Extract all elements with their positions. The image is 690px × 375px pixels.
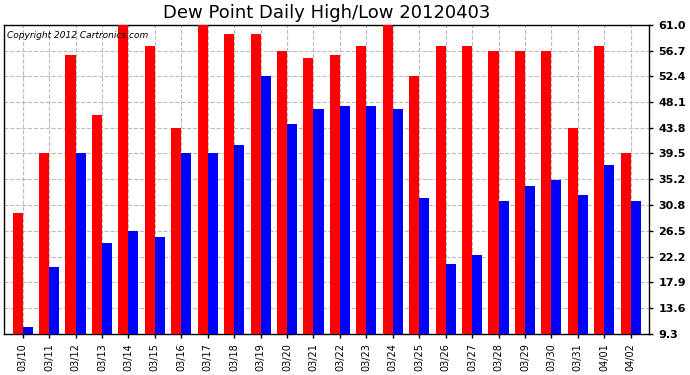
Bar — [393, 109, 403, 334]
Bar — [66, 55, 75, 334]
Bar — [356, 46, 366, 334]
Bar — [23, 327, 32, 334]
Bar — [92, 115, 102, 334]
Bar — [12, 213, 23, 334]
Bar — [620, 153, 631, 334]
Bar — [155, 237, 165, 334]
Bar — [171, 128, 181, 334]
Bar — [75, 153, 86, 334]
Bar — [631, 201, 641, 334]
Bar — [542, 51, 551, 334]
Bar — [489, 51, 498, 334]
Bar — [49, 267, 59, 334]
Bar — [261, 76, 270, 334]
Bar — [594, 46, 604, 334]
Title: Dew Point Daily High/Low 20120403: Dew Point Daily High/Low 20120403 — [163, 4, 491, 22]
Text: Copyright 2012 Cartronics.com: Copyright 2012 Cartronics.com — [8, 31, 148, 40]
Bar — [568, 128, 578, 334]
Bar — [102, 243, 112, 334]
Bar — [313, 109, 324, 334]
Bar — [578, 195, 588, 334]
Bar — [446, 264, 455, 334]
Bar — [472, 255, 482, 334]
Bar — [224, 34, 234, 334]
Bar — [277, 51, 287, 334]
Bar — [515, 51, 525, 334]
Bar — [420, 198, 429, 334]
Bar — [435, 46, 446, 334]
Bar — [145, 46, 155, 334]
Bar — [128, 231, 139, 334]
Bar — [304, 58, 313, 334]
Bar — [330, 55, 340, 334]
Bar — [234, 144, 244, 334]
Bar — [366, 106, 376, 334]
Bar — [551, 180, 562, 334]
Bar — [604, 165, 614, 334]
Bar — [119, 25, 128, 334]
Bar — [287, 124, 297, 334]
Bar — [383, 25, 393, 334]
Bar — [409, 76, 420, 334]
Bar — [250, 34, 261, 334]
Bar — [181, 153, 191, 334]
Bar — [340, 106, 350, 334]
Bar — [525, 186, 535, 334]
Bar — [197, 25, 208, 334]
Bar — [462, 46, 472, 334]
Bar — [208, 153, 218, 334]
Bar — [39, 153, 49, 334]
Bar — [498, 201, 509, 334]
